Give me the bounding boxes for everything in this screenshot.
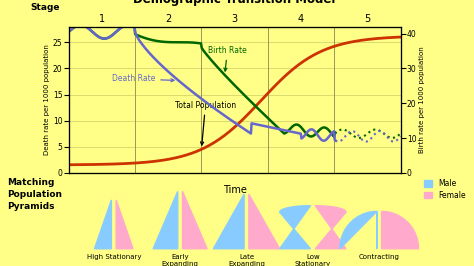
Polygon shape [382, 211, 419, 249]
Polygon shape [116, 200, 133, 249]
Polygon shape [315, 206, 346, 249]
Text: Early
Expanding: Early Expanding [162, 253, 199, 266]
Text: Contracting: Contracting [359, 253, 400, 260]
Legend: Male, Female: Male, Female [422, 177, 468, 202]
Polygon shape [340, 211, 377, 249]
Y-axis label: Birth rate per 1000 population: Birth rate per 1000 population [419, 46, 425, 153]
Text: Time: Time [223, 185, 246, 195]
Text: High Stationary: High Stationary [87, 253, 141, 260]
Text: Low
Stationary: Low Stationary [295, 253, 331, 266]
Text: Late
Expanding: Late Expanding [228, 253, 265, 266]
Polygon shape [280, 206, 310, 249]
Polygon shape [249, 194, 280, 249]
Text: Matching
Population
Pyramids: Matching Population Pyramids [7, 178, 62, 210]
Title: Demographic Transition Model: Demographic Transition Model [134, 0, 336, 6]
Polygon shape [94, 200, 111, 249]
Polygon shape [153, 191, 178, 249]
Polygon shape [213, 194, 244, 249]
Y-axis label: Death rate per 1000 population: Death rate per 1000 population [44, 44, 50, 155]
Text: Death Rate: Death Rate [112, 74, 174, 84]
Polygon shape [182, 191, 207, 249]
Text: Stage: Stage [30, 3, 60, 12]
Text: Total Population: Total Population [175, 101, 236, 145]
Text: Birth Rate: Birth Rate [208, 46, 247, 71]
